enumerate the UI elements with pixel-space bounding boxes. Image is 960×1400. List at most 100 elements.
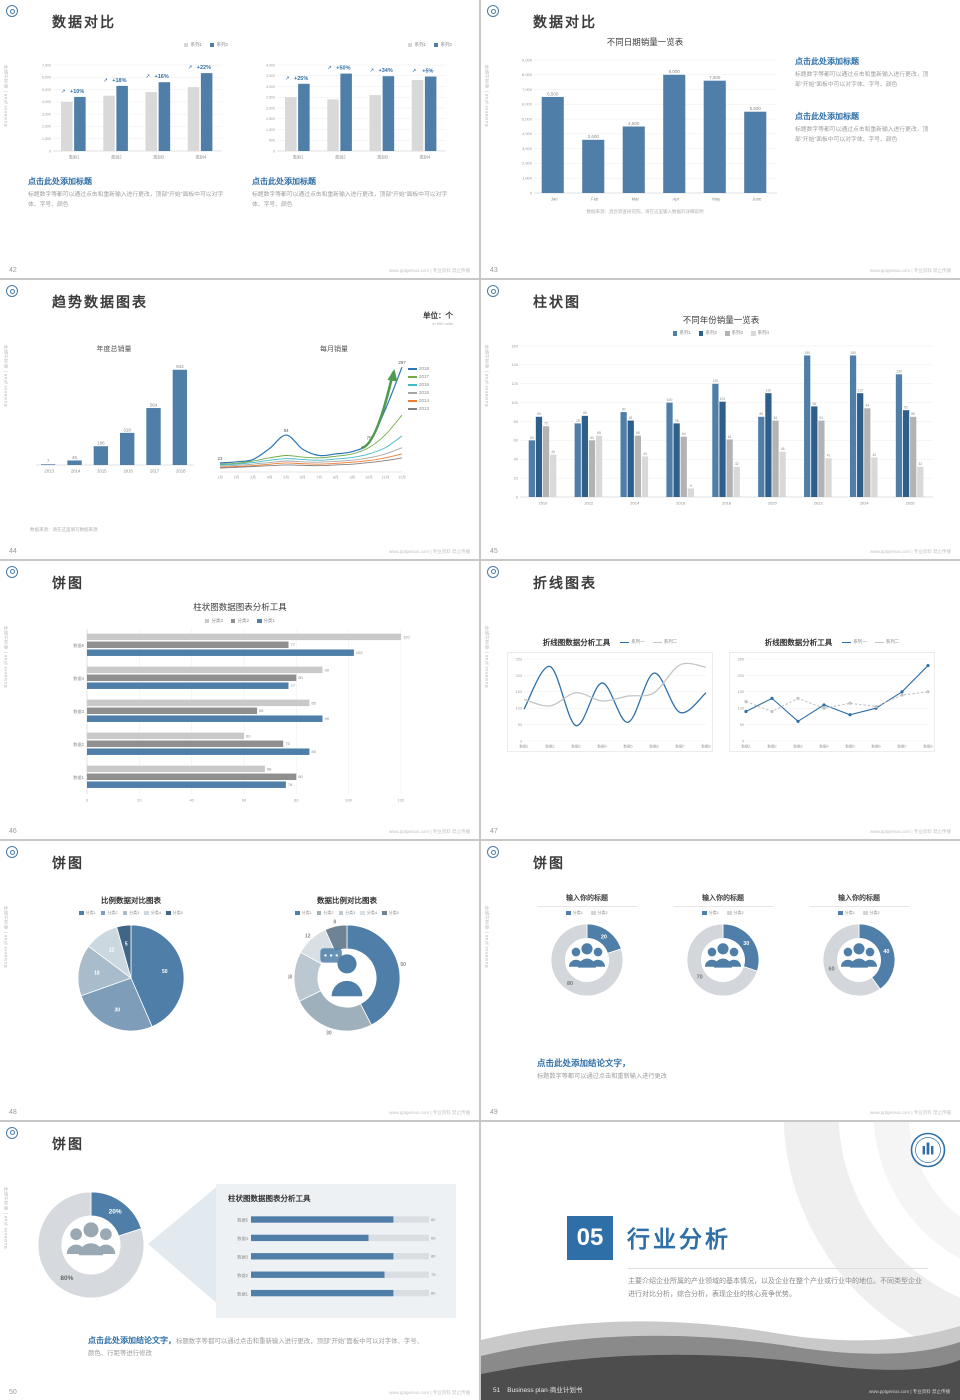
svg-text:↗: ↗: [103, 78, 108, 84]
chart-legend: 分类1 分类2 分类3 分类4 分类5: [252, 910, 442, 916]
svg-text:数据3: 数据3: [571, 743, 580, 748]
svg-text:60: 60: [242, 797, 247, 802]
svg-text:78: 78: [675, 419, 679, 423]
svg-text:1,500: 1,500: [266, 117, 275, 121]
block-body: 标题数字等都可以通过点击和重新输入进行更改，顶部“开始”面板中可以对字体、字号、…: [795, 126, 929, 143]
svg-text:+22%: +22%: [197, 65, 211, 71]
site-footer: www.pptgenius.com | 专业资料 禁止传播: [869, 1388, 950, 1394]
svg-text:86: 86: [583, 412, 587, 416]
svg-text:数据5: 数据5: [73, 642, 84, 649]
slide-48-pie-charts[interactable]: Business plan | 商业计划书 饼图 比例数据对比图表 分类1 分类2…: [0, 841, 479, 1120]
svg-text:80%: 80%: [60, 1275, 73, 1282]
block-heading: 点击此处添加标题: [252, 177, 316, 186]
slide-51-section-divider[interactable]: 05 行业分析 主要介绍企业所属的产业领域的基本情况，以及企业在整个产业或行业中…: [481, 1121, 960, 1400]
svg-text:30: 30: [743, 941, 749, 947]
svg-text:120: 120: [403, 634, 410, 639]
svg-text:94: 94: [865, 404, 869, 408]
svg-text:80: 80: [298, 774, 303, 779]
svg-text:50: 50: [400, 962, 406, 968]
side-watermark: Business plan | 商业计划书: [484, 624, 489, 688]
svg-text:80: 80: [431, 1253, 436, 1258]
slide-43-data-comparison[interactable]: Business plan | 商业计划书 数据对比 不同日期销量一览表 0 1,…: [481, 0, 960, 279]
svg-text:类别3: 类别3: [377, 154, 388, 161]
chart-title: 折线图数据分析工具: [542, 637, 611, 647]
svg-text:5: 5: [125, 942, 128, 948]
svg-text:1月: 1月: [217, 475, 223, 480]
svg-text:60: 60: [590, 436, 594, 440]
page-number: 42: [9, 267, 17, 275]
svg-text:100: 100: [738, 706, 744, 710]
svg-text:60: 60: [246, 733, 251, 738]
slide-49-donut-charts[interactable]: Business plan | 商业计划书 饼图 输入你的标题 分类1 分类2 2…: [481, 841, 960, 1120]
svg-text:66: 66: [431, 1235, 436, 1240]
slide-42-data-comparison[interactable]: Business plan | 商业计划书 数据对比 系列1 系列2 0 1,000…: [0, 0, 479, 279]
svg-text:0: 0: [742, 739, 744, 743]
svg-text:数据3: 数据3: [237, 1253, 248, 1260]
svg-text:2016: 2016: [124, 469, 134, 474]
svg-text:2,500: 2,500: [266, 96, 275, 100]
svg-text:153: 153: [516, 690, 522, 694]
svg-text:250: 250: [738, 657, 744, 661]
side-watermark: Business plan | 商业计划书: [3, 344, 8, 407]
svg-text:0: 0: [516, 495, 519, 500]
site-footer: www.pptgenius.com | 专业资料 禁止传播: [389, 829, 470, 835]
logo-inner-ring: [490, 849, 496, 855]
logo-inner-ring: [9, 849, 15, 855]
block-body: 标题数字等都可以通过点击和重新输入进行更改，顶部“开始”面板中可以对字体、字号、…: [28, 192, 224, 208]
slide-46-hbar-chart[interactable]: Business plan | 商业计划书 饼图 柱状图数据图表分析工具 分类3…: [0, 560, 479, 840]
svg-text:数据3: 数据3: [793, 743, 802, 748]
svg-text:64: 64: [682, 432, 686, 436]
svg-text:数据8: 数据8: [701, 743, 710, 748]
svg-text:↗: ↗: [145, 74, 150, 80]
svg-text:+5%: +5%: [422, 69, 433, 75]
svg-text:85: 85: [911, 413, 915, 417]
text-block: 点击此处添加标题 标题数字等都可以通过点击和重新输入进行更改，顶部“开始”面板中…: [795, 56, 941, 91]
svg-text:数据8: 数据8: [923, 743, 932, 748]
slide-50-donut-analysis[interactable]: Business plan | 商业计划书 饼图 20% 80% 柱状图数据图表分…: [0, 1121, 479, 1400]
page-title: 饼图: [52, 1135, 84, 1152]
slide-47-line-charts[interactable]: Business plan | 商业计划书 折线图表 折线图数据分析工具 系列一…: [481, 560, 960, 840]
svg-text:May: May: [712, 197, 721, 202]
svg-text:30: 30: [114, 1008, 120, 1014]
svg-text:Mar: Mar: [632, 197, 640, 202]
svg-text:2020: 2020: [768, 501, 778, 506]
svg-text:120: 120: [511, 381, 518, 386]
svg-text:60: 60: [829, 967, 835, 973]
slide-45-bar-chart[interactable]: Business plan | 商业计划书 柱状图 不同年份销量一览表 系列1 系…: [481, 280, 960, 559]
svg-text:267: 267: [398, 360, 406, 365]
svg-text:2026: 2026: [906, 501, 916, 506]
logo-icon: [6, 565, 18, 578]
svg-text:类别1: 类别1: [293, 154, 304, 161]
svg-text:2016: 2016: [676, 501, 686, 506]
line-chart: 250 200 150 100 50 0 数据1 数据2 数据3 数据4 数据5 数据6 数据7 数据8: [729, 651, 935, 752]
chart-block-right: 系列1 系列2 0 500 1,000 1,500 2,000 2,500 3,000 3,50…: [252, 42, 452, 211]
svg-text:1,000: 1,000: [522, 176, 533, 181]
bar-chart: 7 2013 45 2014 186 2015 318 2016 564 2017 943 2018: [30, 356, 198, 476]
svg-text:↗: ↗: [285, 76, 290, 82]
svg-text:75: 75: [285, 741, 290, 746]
side-watermark: Business plan | 商业计划书: [484, 64, 489, 127]
page-number: 43: [490, 267, 498, 275]
svg-text:3: 3: [520, 739, 522, 743]
logo-icon: [6, 846, 18, 859]
logo-inner-ring: [490, 288, 496, 294]
chart-block-right: 折线图数据分析工具 系列一 系列二 250 200 150 100 50 0 数据1 数据2 数据…: [729, 637, 935, 752]
svg-text:2014: 2014: [71, 469, 81, 474]
svg-text:65: 65: [259, 708, 264, 713]
svg-text:90: 90: [622, 408, 626, 412]
svg-text:4月: 4月: [267, 475, 273, 480]
svg-text:0: 0: [530, 190, 533, 195]
svg-text:6,500: 6,500: [547, 91, 559, 96]
svg-text:0: 0: [86, 797, 89, 802]
svg-text:数据2: 数据2: [767, 743, 776, 748]
svg-text:70: 70: [697, 975, 703, 981]
donut-block-2: 输入你的标题 分类1 分类2 30 70: [665, 893, 781, 1002]
svg-text:数据2: 数据2: [73, 741, 84, 748]
svg-text:6,000: 6,000: [522, 102, 533, 107]
page-title: 趋势数据图表: [52, 294, 148, 311]
svg-text:3,000: 3,000: [522, 146, 533, 151]
slide-44-trend-charts[interactable]: Business plan | 商业计划书 趋势数据图表 单位：个 in 900…: [0, 280, 479, 559]
svg-text:85: 85: [311, 749, 316, 754]
chart-block: 不同日期销量一览表 0 1,000 2,000 3,000 4,000 5,000 6,00…: [509, 36, 781, 215]
chart-block-left: 系列1 系列2 0 1,000 2,000 3,000 4,000 5,000 6,000 7,…: [28, 42, 228, 211]
